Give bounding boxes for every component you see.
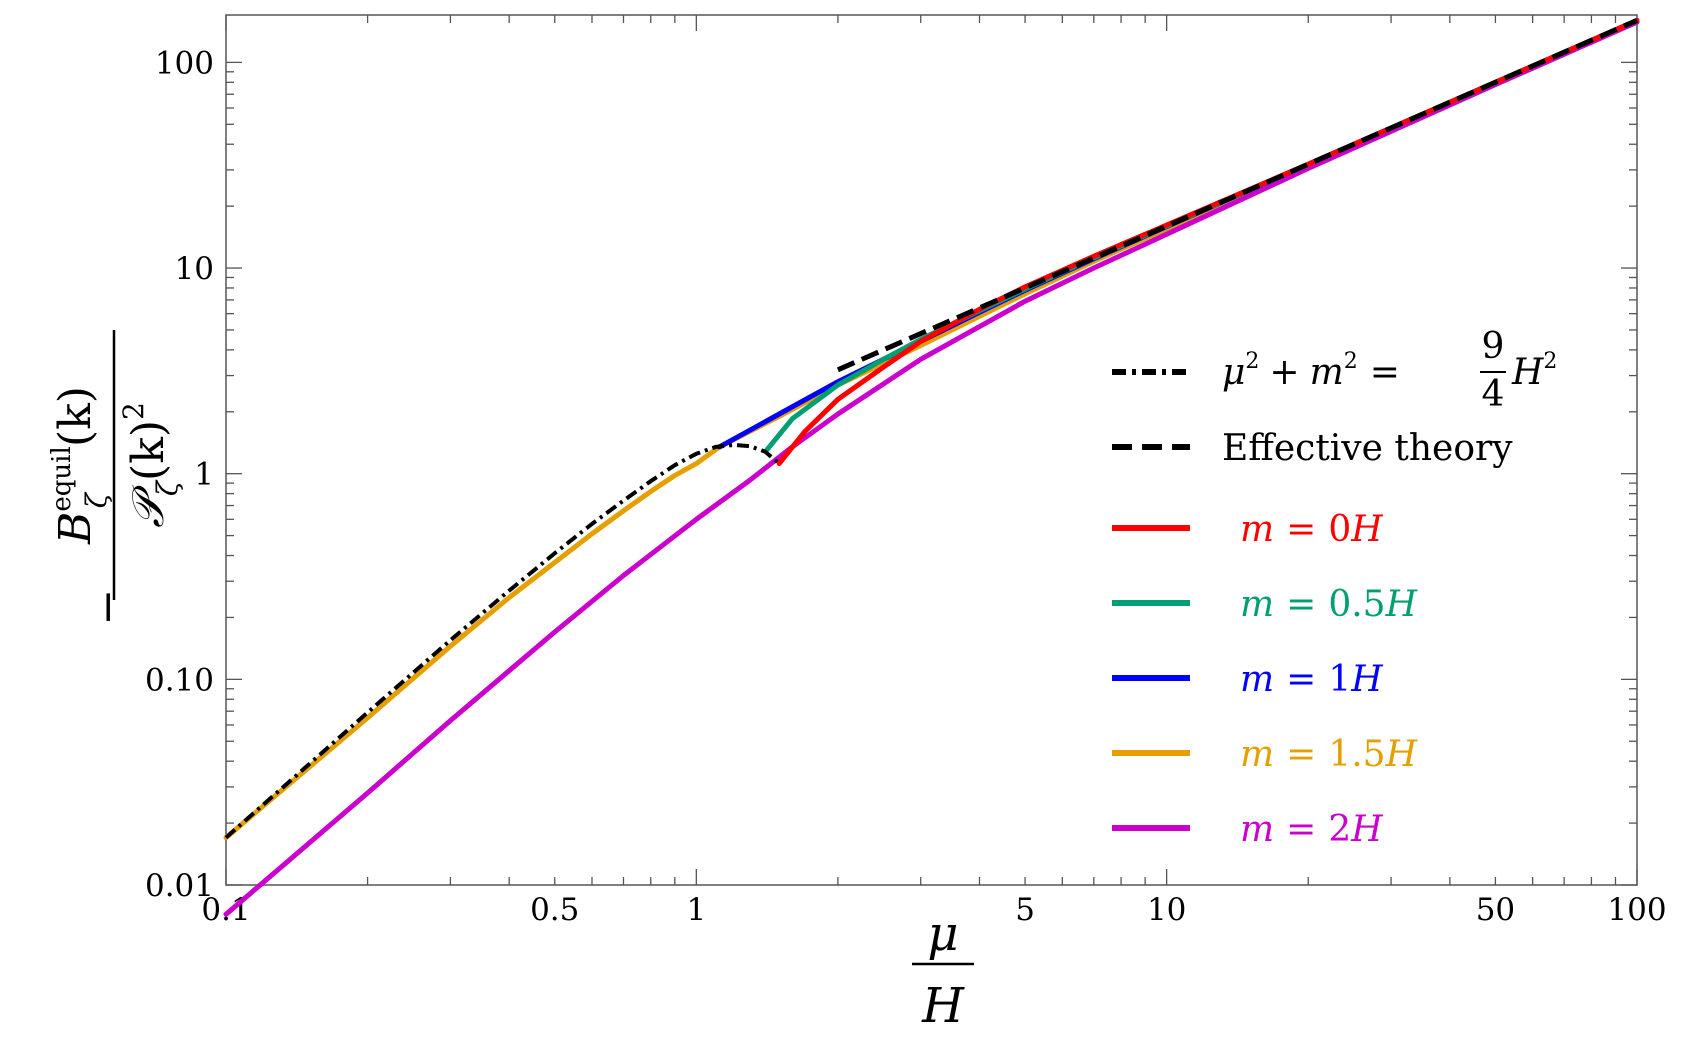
x-tick-label: 10: [1147, 892, 1186, 928]
plot-border: [225, 14, 1638, 886]
y-tick-label: 0.10: [145, 662, 214, 698]
legend-label: m = 2H: [1240, 809, 1383, 850]
legend-label: m = 1.5H: [1240, 734, 1418, 775]
legend-fraction-denominator: 4: [1482, 374, 1505, 415]
legend-entry-mass: m = 1H: [1112, 659, 1383, 700]
legend-label: m = 0.5H: [1240, 584, 1418, 625]
y-axis-title-sign: −: [82, 589, 133, 626]
y-tick-label: 0.01: [145, 868, 214, 904]
legend-entry-mass: m = 0.5H: [1112, 584, 1418, 625]
legend-label: m = 0H: [1240, 509, 1383, 550]
y-axis-title: − Bequil ζ(k) 𝒫ζ(k)2: [47, 330, 184, 625]
series-line-effective-theory: [836, 18, 1639, 373]
y-tick-label: 100: [155, 45, 214, 81]
x-axis-title-numerator: μ: [927, 906, 958, 962]
series-line-m-2h: [223, 19, 1640, 917]
legend-entry-mass: m = 0H: [1112, 509, 1383, 550]
legend-label-effective: Effective theory: [1222, 428, 1513, 469]
x-axis-title: μ H: [912, 906, 974, 1034]
legend-label: m = 1H: [1240, 659, 1383, 700]
legend: μ2 + m2 = 9 4 H2 Effective theory m = 0H m = 0.5…: [1112, 326, 1557, 850]
legend-entry-mass: m = 1.5H: [1112, 734, 1418, 775]
x-tick-label: 0.5: [530, 892, 579, 928]
series-layer: [223, 17, 1640, 917]
x-tick-label: 5: [1015, 892, 1035, 928]
series-line-m-9-4-h: [224, 442, 781, 840]
legend-label-dashdot-tail: H2: [1511, 349, 1557, 393]
axis-ticks: [225, 15, 1638, 886]
x-tick-label: 50: [1476, 892, 1515, 928]
y-axis-title-numerator: Bequil ζ(k): [47, 386, 113, 545]
y-tick-label: 1: [194, 457, 214, 493]
legend-entry-effective: Effective theory: [1112, 428, 1513, 469]
y-tick-label: 10: [175, 251, 214, 287]
legend-entry-mass: m = 2H: [1112, 809, 1383, 850]
plot-frame: [225, 14, 1638, 886]
x-tick-label: 1: [686, 892, 706, 928]
y-axis-title-denominator: 𝒫ζ(k)2: [117, 402, 184, 528]
legend-fraction-numerator: 9: [1482, 326, 1505, 367]
legend-label-dashdot: μ2 + m2 =: [1222, 349, 1400, 393]
legend-entry-dashdot: μ2 + m2 = 9 4 H2: [1112, 326, 1557, 415]
x-axis-title-denominator: H: [921, 978, 965, 1034]
x-tick-label: 100: [1607, 892, 1666, 928]
